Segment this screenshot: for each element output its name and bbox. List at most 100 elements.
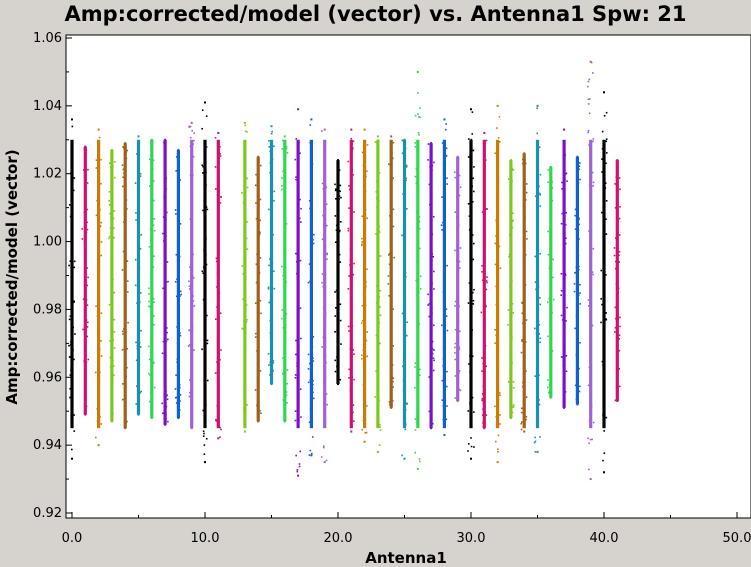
data-point <box>361 151 364 154</box>
data-point <box>311 354 314 356</box>
data-point <box>602 148 605 150</box>
data-point <box>179 386 181 389</box>
data-point <box>112 359 114 362</box>
data-point <box>441 399 444 401</box>
data-point <box>616 246 619 249</box>
data-point <box>392 377 395 380</box>
data-point <box>511 226 514 229</box>
data-point <box>219 358 221 361</box>
data-point <box>564 242 567 245</box>
data-point <box>351 148 354 151</box>
data-point <box>121 185 124 188</box>
data-point <box>188 379 191 381</box>
data-point <box>390 323 393 325</box>
data-point <box>148 305 150 308</box>
data-point <box>562 386 565 389</box>
data-point <box>379 255 382 257</box>
data-point <box>468 138 470 140</box>
data-point <box>294 374 297 376</box>
data-point <box>499 394 501 397</box>
data-point <box>535 332 538 335</box>
data-point <box>419 116 421 119</box>
data-point <box>153 324 155 326</box>
data-point <box>153 301 155 304</box>
data-point <box>113 374 115 376</box>
data-point <box>192 174 194 176</box>
data-point <box>441 229 443 231</box>
data-point <box>282 170 284 173</box>
data-point <box>536 220 538 223</box>
data-point <box>68 318 71 321</box>
series-antenna-30 <box>467 108 475 460</box>
data-point <box>363 423 366 425</box>
data-point <box>122 383 124 385</box>
data-point <box>339 303 342 306</box>
data-point <box>481 211 484 213</box>
data-point <box>418 323 420 325</box>
data-point <box>285 281 287 283</box>
data-point <box>482 401 485 404</box>
data-point <box>83 241 86 243</box>
data-point <box>100 221 103 224</box>
data-point <box>467 202 470 205</box>
data-point <box>285 147 288 150</box>
data-point <box>340 196 342 199</box>
data-point-min <box>177 417 180 419</box>
data-point <box>587 98 590 101</box>
data-point <box>361 243 363 246</box>
data-point <box>510 380 512 382</box>
data-point <box>96 274 99 277</box>
data-point <box>282 326 285 329</box>
point-column <box>123 143 127 429</box>
data-point <box>82 169 85 171</box>
point-column <box>163 139 167 425</box>
data-point <box>219 153 221 155</box>
plot-area <box>65 34 751 519</box>
data-point <box>307 353 310 356</box>
data-point <box>246 404 248 406</box>
data-point <box>110 166 112 168</box>
y-axis-label: Amp:corrected/model (vector) <box>3 149 21 404</box>
data-point <box>148 185 151 187</box>
data-point <box>521 162 524 165</box>
data-point <box>203 266 205 269</box>
data-point <box>614 399 617 402</box>
data-point <box>244 262 247 264</box>
data-point <box>352 273 355 276</box>
data-point <box>97 265 100 268</box>
data-point <box>511 280 513 283</box>
data-point <box>190 382 193 384</box>
data-point <box>481 414 484 416</box>
data-point <box>286 369 289 371</box>
data-point <box>324 375 327 378</box>
data-point-min <box>204 461 206 464</box>
data-point <box>323 317 325 320</box>
data-point <box>471 355 474 358</box>
data-point <box>134 182 137 184</box>
data-point <box>121 330 124 333</box>
data-point <box>219 312 222 315</box>
data-point <box>299 450 302 453</box>
data-point <box>336 357 339 360</box>
data-point <box>188 395 191 398</box>
data-point <box>219 146 221 148</box>
data-point <box>618 250 621 253</box>
data-point <box>162 216 165 218</box>
data-point <box>269 319 272 322</box>
data-point <box>578 390 581 393</box>
data-point <box>565 237 567 240</box>
data-point <box>179 334 182 337</box>
data-point <box>256 393 259 396</box>
data-point <box>533 327 536 330</box>
data-point <box>219 202 222 204</box>
data-point <box>335 224 338 227</box>
data-point <box>298 463 301 465</box>
data-point <box>69 396 71 399</box>
data-point <box>295 176 297 178</box>
data-point <box>298 465 301 468</box>
data-point <box>202 430 205 433</box>
data-point <box>525 191 528 194</box>
data-point <box>70 396 72 399</box>
data-point <box>577 268 580 271</box>
data-point <box>481 270 483 273</box>
